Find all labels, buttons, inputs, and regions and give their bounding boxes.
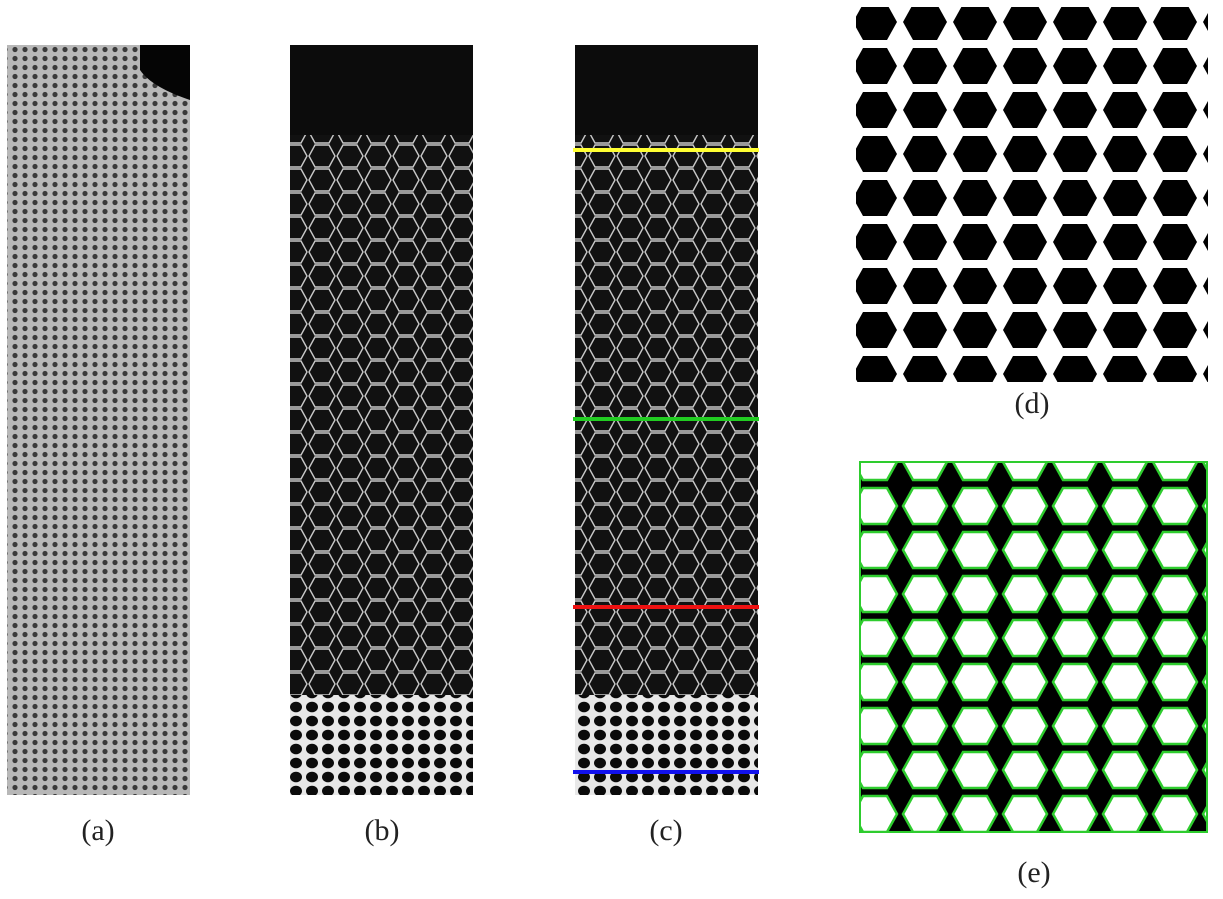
panel-b: (b) [290, 45, 473, 847]
figure: (a) (b) (c) (d) (e) [0, 0, 1223, 899]
panel-label: (d) [1015, 387, 1050, 420]
panel-d: (d) [856, 7, 1208, 420]
panel-a: (a) [7, 45, 190, 847]
panel-e: (e) [860, 462, 1207, 889]
panel-c: (c) [573, 45, 759, 847]
panel-label: (a) [81, 814, 114, 847]
panel-label: (e) [1017, 856, 1050, 889]
panel-label: (b) [365, 814, 400, 847]
panel-label: (c) [649, 814, 682, 847]
